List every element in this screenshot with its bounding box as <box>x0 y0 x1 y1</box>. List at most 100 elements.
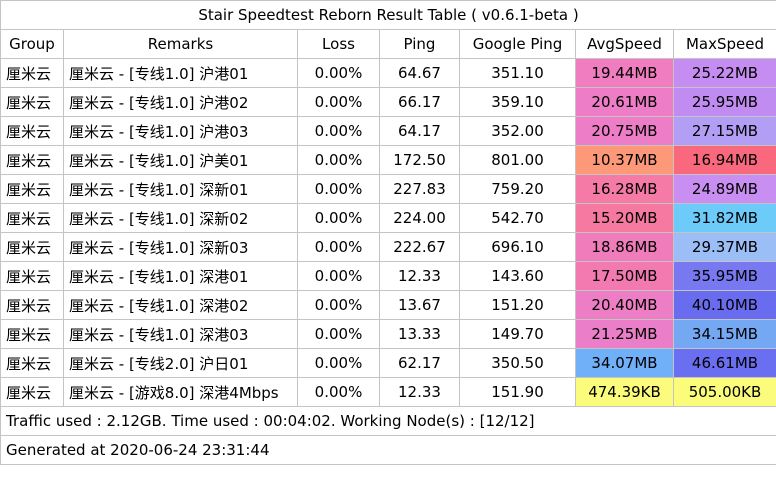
footer-row-generated: Generated at 2020-06-24 23:31:44 <box>0 435 776 465</box>
cell-max-speed: 24.89MB <box>673 174 776 204</box>
cell-remarks: 厘米云 - [专线1.0] 沪港01 <box>63 58 298 88</box>
cell-remarks: 厘米云 - [专线1.0] 深新01 <box>63 174 298 204</box>
cell-ping: 13.67 <box>379 290 460 320</box>
cell-avg-speed: 21.25MB <box>575 319 674 349</box>
cell-remarks: 厘米云 - [专线1.0] 深港02 <box>63 290 298 320</box>
table-row: 厘米云 厘米云 - [专线1.0] 深新03 0.00% 222.67 696.10 18… <box>0 232 776 262</box>
cell-max-speed: 25.95MB <box>673 87 776 117</box>
cell-remarks: 厘米云 - [专线1.0] 深新02 <box>63 203 298 233</box>
cell-ping: 222.67 <box>379 232 460 262</box>
cell-loss: 0.00% <box>297 87 380 117</box>
title-row: Stair Speedtest Reborn Result Table ( v0… <box>0 0 776 30</box>
col-header-loss: Loss <box>297 29 380 59</box>
cell-group: 厘米云 <box>0 145 64 175</box>
cell-ping: 64.17 <box>379 116 460 146</box>
cell-group: 厘米云 <box>0 319 64 349</box>
cell-ping: 227.83 <box>379 174 460 204</box>
cell-google-ping: 801.00 <box>459 145 576 175</box>
cell-avg-speed: 20.75MB <box>575 116 674 146</box>
table-row: 厘米云 厘米云 - [游戏8.0] 深港4Mbps 0.00% 12.33 151.90… <box>0 377 776 407</box>
cell-ping: 62.17 <box>379 348 460 378</box>
cell-avg-speed: 474.39KB <box>575 377 674 407</box>
cell-google-ping: 151.90 <box>459 377 576 407</box>
cell-ping: 224.00 <box>379 203 460 233</box>
table-row: 厘米云 厘米云 - [专线1.0] 沪港01 0.00% 64.67 351.10 19.… <box>0 58 776 88</box>
cell-google-ping: 759.20 <box>459 174 576 204</box>
cell-avg-speed: 10.37MB <box>575 145 674 175</box>
cell-group: 厘米云 <box>0 348 64 378</box>
cell-ping: 12.33 <box>379 377 460 407</box>
cell-group: 厘米云 <box>0 203 64 233</box>
cell-remarks: 厘米云 - [专线1.0] 深港03 <box>63 319 298 349</box>
cell-ping: 13.33 <box>379 319 460 349</box>
cell-loss: 0.00% <box>297 116 380 146</box>
cell-google-ping: 151.20 <box>459 290 576 320</box>
cell-remarks: 厘米云 - [专线1.0] 深新03 <box>63 232 298 262</box>
cell-avg-speed: 34.07MB <box>575 348 674 378</box>
table-row: 厘米云 厘米云 - [专线1.0] 沪港02 0.00% 66.17 359.10 20.… <box>0 87 776 117</box>
table-row: 厘米云 厘米云 - [专线1.0] 深新01 0.00% 227.83 759.20 16… <box>0 174 776 204</box>
traffic-summary: Traffic used : 2.12GB. Time used : 00:04… <box>0 406 776 436</box>
col-header-google-ping: Google Ping <box>459 29 576 59</box>
table-row: 厘米云 厘米云 - [专线1.0] 深港02 0.00% 13.67 151.20 20.… <box>0 290 776 320</box>
cell-ping: 64.67 <box>379 58 460 88</box>
cell-avg-speed: 20.40MB <box>575 290 674 320</box>
table-row: 厘米云 厘米云 - [专线1.0] 深港01 0.00% 12.33 143.60 17.… <box>0 261 776 291</box>
col-header-ping: Ping <box>379 29 460 59</box>
cell-max-speed: 40.10MB <box>673 290 776 320</box>
header-row: Group Remarks Loss Ping Google Ping AvgS… <box>0 29 776 59</box>
cell-avg-speed: 15.20MB <box>575 203 674 233</box>
cell-group: 厘米云 <box>0 377 64 407</box>
table-body: 厘米云 厘米云 - [专线1.0] 沪港01 0.00% 64.67 351.10 19.… <box>0 58 776 407</box>
table-row: 厘米云 厘米云 - [专线1.0] 沪港03 0.00% 64.17 352.00 20.… <box>0 116 776 146</box>
cell-ping: 12.33 <box>379 261 460 291</box>
cell-avg-speed: 19.44MB <box>575 58 674 88</box>
cell-max-speed: 29.37MB <box>673 232 776 262</box>
cell-max-speed: 31.82MB <box>673 203 776 233</box>
cell-loss: 0.00% <box>297 377 380 407</box>
cell-max-speed: 16.94MB <box>673 145 776 175</box>
cell-remarks: 厘米云 - [专线2.0] 沪日01 <box>63 348 298 378</box>
cell-remarks: 厘米云 - [专线1.0] 沪港02 <box>63 87 298 117</box>
cell-loss: 0.00% <box>297 203 380 233</box>
cell-remarks: 厘米云 - [游戏8.0] 深港4Mbps <box>63 377 298 407</box>
col-header-group: Group <box>0 29 64 59</box>
cell-avg-speed: 16.28MB <box>575 174 674 204</box>
cell-max-speed: 34.15MB <box>673 319 776 349</box>
cell-remarks: 厘米云 - [专线1.0] 沪港03 <box>63 116 298 146</box>
cell-loss: 0.00% <box>297 174 380 204</box>
cell-ping: 66.17 <box>379 87 460 117</box>
cell-google-ping: 350.50 <box>459 348 576 378</box>
cell-group: 厘米云 <box>0 58 64 88</box>
cell-avg-speed: 17.50MB <box>575 261 674 291</box>
table-title: Stair Speedtest Reborn Result Table ( v0… <box>0 0 776 30</box>
cell-loss: 0.00% <box>297 232 380 262</box>
cell-group: 厘米云 <box>0 232 64 262</box>
cell-ping: 172.50 <box>379 145 460 175</box>
cell-max-speed: 505.00KB <box>673 377 776 407</box>
cell-group: 厘米云 <box>0 261 64 291</box>
cell-google-ping: 359.10 <box>459 87 576 117</box>
cell-loss: 0.00% <box>297 261 380 291</box>
cell-remarks: 厘米云 - [专线1.0] 深港01 <box>63 261 298 291</box>
cell-google-ping: 352.00 <box>459 116 576 146</box>
col-header-avg-speed: AvgSpeed <box>575 29 674 59</box>
col-header-remarks: Remarks <box>63 29 298 59</box>
cell-loss: 0.00% <box>297 319 380 349</box>
cell-google-ping: 351.10 <box>459 58 576 88</box>
table-row: 厘米云 厘米云 - [专线2.0] 沪日01 0.00% 62.17 350.50 34.… <box>0 348 776 378</box>
cell-max-speed: 46.61MB <box>673 348 776 378</box>
table-row: 厘米云 厘米云 - [专线1.0] 沪美01 0.00% 172.50 801.00 10… <box>0 145 776 175</box>
footer-row-traffic: Traffic used : 2.12GB. Time used : 00:04… <box>0 406 776 436</box>
generated-timestamp: Generated at 2020-06-24 23:31:44 <box>0 435 776 465</box>
table-row: 厘米云 厘米云 - [专线1.0] 深新02 0.00% 224.00 542.70 15… <box>0 203 776 233</box>
cell-avg-speed: 18.86MB <box>575 232 674 262</box>
cell-google-ping: 542.70 <box>459 203 576 233</box>
cell-loss: 0.00% <box>297 58 380 88</box>
table-row: 厘米云 厘米云 - [专线1.0] 深港03 0.00% 13.33 149.70 21.… <box>0 319 776 349</box>
cell-loss: 0.00% <box>297 290 380 320</box>
cell-max-speed: 25.22MB <box>673 58 776 88</box>
cell-avg-speed: 20.61MB <box>575 87 674 117</box>
cell-group: 厘米云 <box>0 290 64 320</box>
cell-google-ping: 149.70 <box>459 319 576 349</box>
